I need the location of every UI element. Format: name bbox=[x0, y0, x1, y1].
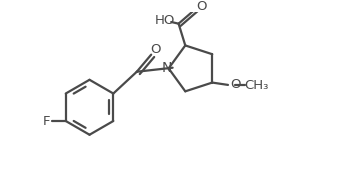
Text: O: O bbox=[230, 78, 240, 91]
Text: N: N bbox=[162, 61, 172, 75]
Text: O: O bbox=[196, 0, 206, 13]
Text: HO: HO bbox=[154, 14, 175, 28]
Text: CH₃: CH₃ bbox=[244, 79, 269, 92]
Text: F: F bbox=[43, 114, 50, 127]
Text: O: O bbox=[150, 43, 161, 57]
